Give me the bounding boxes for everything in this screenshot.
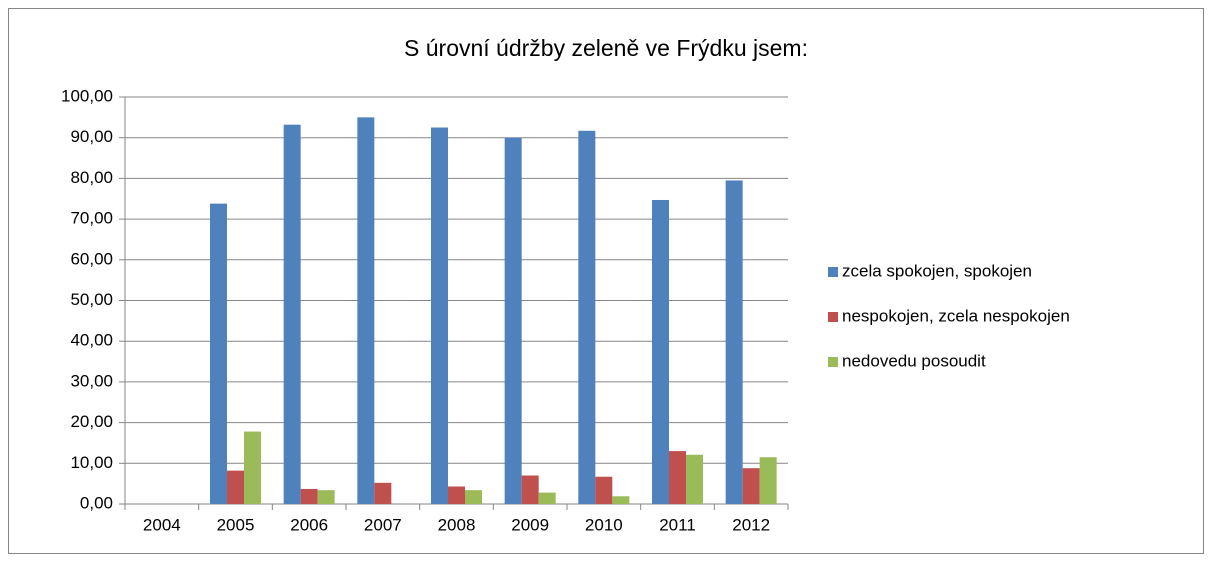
legend-swatch <box>828 357 838 367</box>
y-tick-label: 0,00 <box>80 493 113 512</box>
legend-label: zcela spokojen, spokojen <box>842 261 1032 280</box>
x-tick-label: 2006 <box>290 515 328 534</box>
bar <box>300 488 318 504</box>
bar <box>374 482 392 504</box>
bar <box>244 431 261 504</box>
bar <box>448 486 465 504</box>
bar <box>357 117 375 504</box>
bar <box>283 124 301 505</box>
y-tick-label: 80,00 <box>70 168 113 187</box>
x-tick-label: 2012 <box>732 515 770 534</box>
bar <box>317 490 335 504</box>
bar <box>431 127 448 505</box>
bar <box>669 451 686 504</box>
legend-label: nedovedu posoudit <box>842 351 986 370</box>
y-tick-label: 40,00 <box>70 331 113 350</box>
legend-swatch <box>828 267 838 277</box>
bar <box>227 470 244 504</box>
bar <box>521 475 539 504</box>
y-tick-label: 70,00 <box>70 209 113 228</box>
bar <box>742 468 760 504</box>
bar <box>538 492 556 504</box>
y-tick-label: 50,00 <box>70 290 113 309</box>
y-tick-label: 100,00 <box>61 86 113 105</box>
x-tick-label: 2008 <box>438 515 476 534</box>
bar <box>210 203 227 504</box>
y-tick-label: 90,00 <box>70 127 113 146</box>
y-tick-label: 20,00 <box>70 412 113 431</box>
bar <box>595 476 613 504</box>
y-tick-label: 10,00 <box>70 453 113 472</box>
x-tick-label: 2005 <box>217 515 255 534</box>
bar <box>725 180 743 504</box>
bar <box>612 496 630 504</box>
legend-swatch <box>828 312 838 322</box>
chart-title: S úrovní údržby zeleně ve Frýdku jsem: <box>404 35 808 61</box>
bar <box>465 490 482 504</box>
legend-label: nespokojen, zcela nespokojen <box>842 306 1070 325</box>
y-tick-label: 60,00 <box>70 249 113 268</box>
x-tick-label: 2009 <box>511 515 549 534</box>
x-tick-label: 2010 <box>585 515 623 534</box>
x-tick-label: 2007 <box>364 515 402 534</box>
bar <box>652 199 669 504</box>
x-tick-label: 2011 <box>659 515 696 534</box>
bar <box>686 454 703 504</box>
chart-frame <box>8 8 1204 554</box>
y-tick-label: 30,00 <box>70 371 113 390</box>
bar <box>759 457 777 504</box>
x-tick-label: 2004 <box>143 515 181 534</box>
bar <box>504 137 522 504</box>
bar <box>578 130 596 504</box>
